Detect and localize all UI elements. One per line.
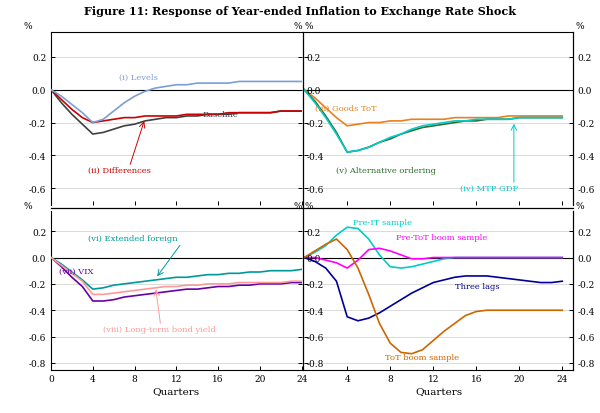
Text: (iv) MTP GDP: (iv) MTP GDP bbox=[460, 185, 518, 192]
Text: %: % bbox=[575, 201, 584, 210]
Text: %: % bbox=[304, 22, 313, 31]
Text: (v) Alternative ordering: (v) Alternative ordering bbox=[337, 166, 436, 174]
Text: %: % bbox=[304, 201, 313, 210]
Text: %: % bbox=[293, 22, 302, 31]
Text: %: % bbox=[23, 201, 32, 210]
Text: (viii) Long-term bond yield: (viii) Long-term bond yield bbox=[103, 325, 216, 334]
Text: (iii) Goods ToT: (iii) Goods ToT bbox=[315, 104, 377, 112]
X-axis label: Quarters: Quarters bbox=[153, 386, 200, 395]
Text: Pre-ToT boom sample: Pre-ToT boom sample bbox=[395, 233, 487, 242]
Text: %: % bbox=[293, 201, 302, 210]
Text: %: % bbox=[575, 22, 584, 31]
Text: Figure 11: Response of Year-ended Inflation to Exchange Rate Shock: Figure 11: Response of Year-ended Inflat… bbox=[84, 6, 516, 17]
Text: (vi) Extended foreign: (vi) Extended foreign bbox=[88, 235, 177, 243]
Text: ToT boom sample: ToT boom sample bbox=[385, 353, 459, 361]
Text: (vii) VIX: (vii) VIX bbox=[59, 268, 94, 275]
Text: Three lags: Three lags bbox=[455, 282, 499, 290]
X-axis label: Quarters: Quarters bbox=[415, 386, 462, 395]
Text: Pre-IT sample: Pre-IT sample bbox=[353, 218, 412, 226]
Text: (ii) Differences: (ii) Differences bbox=[88, 166, 151, 174]
Text: (i) Levels: (i) Levels bbox=[119, 74, 158, 82]
Text: Baseline: Baseline bbox=[203, 111, 238, 119]
Text: %: % bbox=[23, 22, 32, 31]
